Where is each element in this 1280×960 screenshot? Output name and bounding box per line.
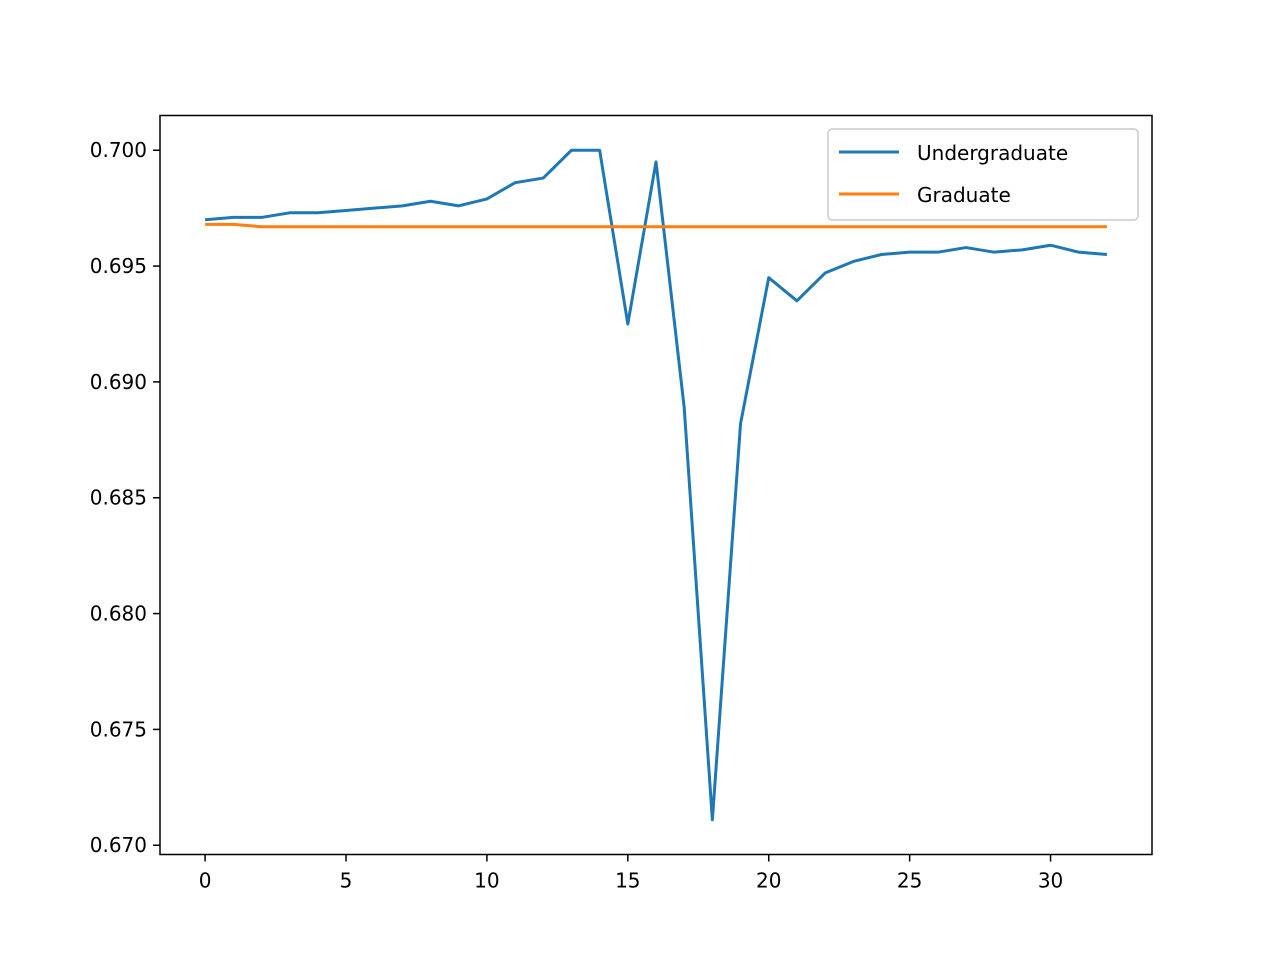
legend-label: Graduate	[917, 183, 1011, 207]
legend-box	[827, 128, 1139, 221]
y-tick-label: 0.675	[90, 717, 147, 741]
plot-frame	[159, 114, 1153, 856]
x-tick-label: 25	[897, 869, 922, 893]
y-tick-label: 0.695	[90, 254, 147, 278]
y-tick-label: 0.690	[90, 370, 147, 394]
y-tick-label: 0.680	[90, 602, 147, 626]
x-tick-label: 5	[340, 869, 353, 893]
series-layer	[204, 148, 1108, 822]
x-tick-label: 0	[199, 869, 212, 893]
x-axis: 0 5 10 15 20 25 30	[199, 854, 1063, 893]
series-line-undergraduate	[204, 148, 1108, 822]
x-tick-label: 30	[1038, 869, 1063, 893]
plot-area	[160, 115, 1152, 855]
y-axis: 0.670 0.675 0.680 0.685 0.690 0.695 0.700	[90, 138, 160, 857]
legend: Undergraduate Graduate	[827, 128, 1139, 221]
legend-label: Undergraduate	[917, 141, 1068, 165]
y-tick-label: 0.685	[90, 486, 147, 510]
y-tick-label: 0.700	[90, 138, 147, 162]
y-tick-label: 0.670	[90, 833, 147, 857]
x-tick-label: 10	[474, 869, 499, 893]
x-tick-label: 15	[615, 869, 640, 893]
series-line-graduate	[205, 222, 1107, 229]
x-tick-label: 20	[756, 869, 781, 893]
